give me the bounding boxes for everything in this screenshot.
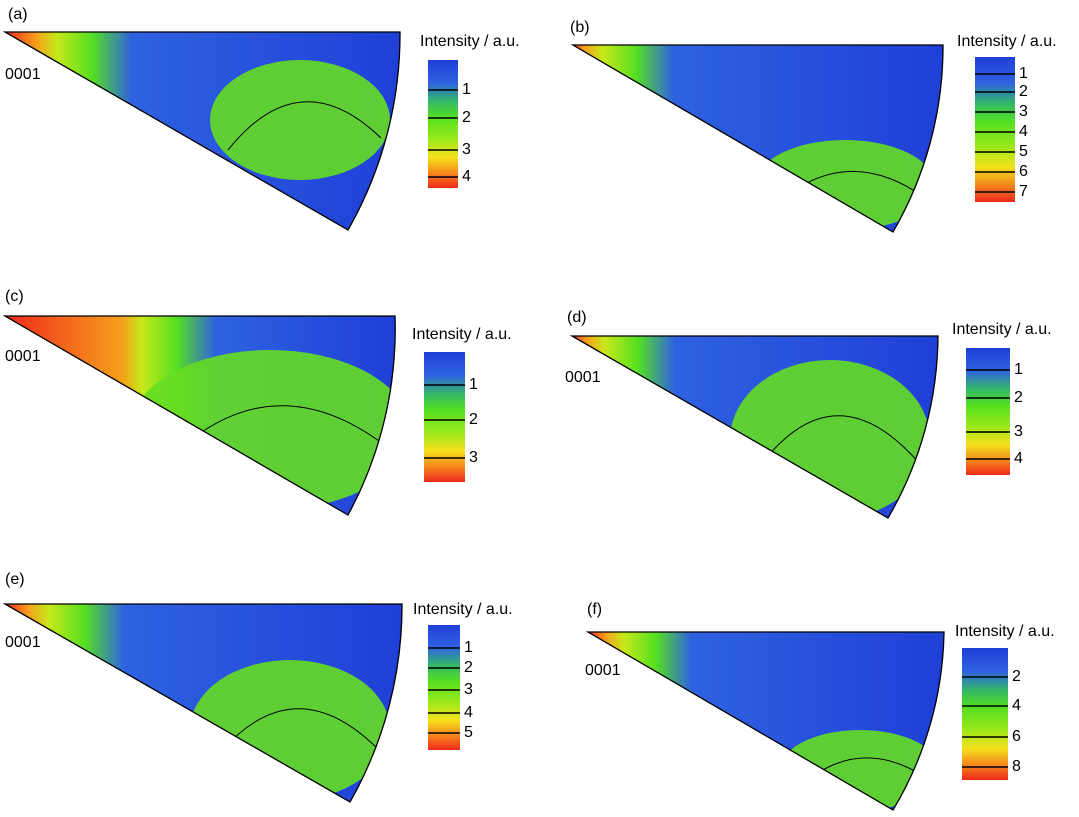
panel: (f) Intensity / a.u. 0001 2 4 6 8 (585, 601, 1055, 811)
pole-figure-outline (570, 44, 944, 233)
legend-title: Intensity / a.u. (413, 601, 513, 618)
colorbar-tick-label: 2 (469, 411, 478, 428)
colorbar (962, 648, 1008, 780)
colorbar-tick-label: 4 (1012, 697, 1021, 714)
colorbar-tick-label: 8 (1012, 758, 1021, 775)
panel-label: (e) (5, 571, 25, 588)
colorbar-tick-label: 3 (462, 141, 471, 158)
pole-label: 0001 (5, 634, 41, 651)
pole-label: 0001 (585, 662, 621, 679)
pole-figure-outline (2, 315, 396, 516)
panel-label: (d) (567, 309, 587, 326)
colorbar (966, 348, 1010, 475)
pole-label: 0001 (5, 348, 41, 365)
colorbar-tick-label: 3 (1014, 423, 1023, 440)
colorbar-tick-label: 2 (1012, 668, 1021, 685)
panel: (c) Intensity / a.u. 0001 1 2 3 (2, 288, 512, 516)
panel-label: (a) (8, 6, 28, 23)
pole-figure (5, 604, 403, 802)
pole-figure-outline (585, 631, 945, 811)
pole-figure (572, 336, 938, 518)
contour (227, 101, 382, 151)
legend-title: Intensity / a.u. (420, 33, 520, 50)
colorbar-tick-label: 1 (464, 639, 473, 656)
colorbar-tick-label: 4 (464, 704, 473, 721)
pole-label: 0001 (5, 66, 41, 83)
colorbar-tick-label: 2 (1014, 389, 1023, 406)
legend-title: Intensity / a.u. (412, 326, 512, 343)
pole-figure (588, 632, 944, 810)
colorbar-tick-label: 1 (462, 81, 471, 98)
pole-figure-outline (569, 335, 939, 519)
colorbar (424, 352, 465, 482)
colorbar (428, 625, 460, 750)
green-region (190, 660, 390, 800)
panel-label: (b) (570, 19, 590, 36)
colorbar-tick-label: 4 (1019, 123, 1028, 140)
colorbar (428, 60, 458, 188)
colorbar-tick-label: 2 (1019, 83, 1028, 100)
pole-figure-outline (2, 31, 401, 231)
panel-label: (c) (5, 288, 24, 305)
colorbar-tick-label: 1 (469, 376, 478, 393)
panel: (b) Intensity / a.u. 12 3 4 5 6 7 (570, 19, 1057, 233)
green-region (210, 60, 390, 180)
colorbar-tick-label: 3 (1019, 103, 1028, 120)
colorbar-tick-label: 6 (1019, 163, 1028, 180)
colorbar-tick-label: 1 (1014, 361, 1023, 378)
pole-figure (573, 45, 944, 232)
colorbar-tick-label: 3 (469, 449, 478, 466)
panel: (d) Intensity / a.u. 0001 1 2 3 4 (565, 309, 1052, 519)
colorbar (975, 57, 1015, 202)
colorbar-tick-label: 4 (462, 168, 471, 185)
colorbar-tick-label: 5 (1019, 143, 1028, 160)
legend-title: Intensity / a.u. (957, 33, 1057, 50)
panel: (e) Intensity / a.u. 0001 1 2 3 4 5 (2, 571, 513, 803)
panel: (a) Intensity / a.u. 0001 1 2 3 4 (2, 6, 520, 231)
colorbar-tick-label: 6 (1012, 728, 1021, 745)
pole-figure-outline (2, 603, 403, 803)
colorbar-tick-label: 7 (1019, 183, 1028, 200)
panel-label: (f) (587, 601, 602, 618)
green-region (755, 140, 935, 230)
pole-figure (5, 32, 401, 230)
colorbar-tick-label: 1 (1019, 65, 1028, 82)
green-region (130, 350, 396, 510)
green-region (780, 730, 940, 810)
legend-title: Intensity / a.u. (955, 623, 1055, 640)
colorbar-tick-label: 3 (464, 681, 473, 698)
pole-figure (5, 316, 396, 515)
colorbar-tick-label: 2 (464, 659, 473, 676)
colorbar-tick-label: 4 (1014, 450, 1023, 467)
colorbar-tick-label: 2 (462, 109, 471, 126)
pole-label: 0001 (565, 369, 601, 386)
colorbar-tick-label: 5 (464, 724, 473, 741)
legend-title: Intensity / a.u. (952, 321, 1052, 338)
